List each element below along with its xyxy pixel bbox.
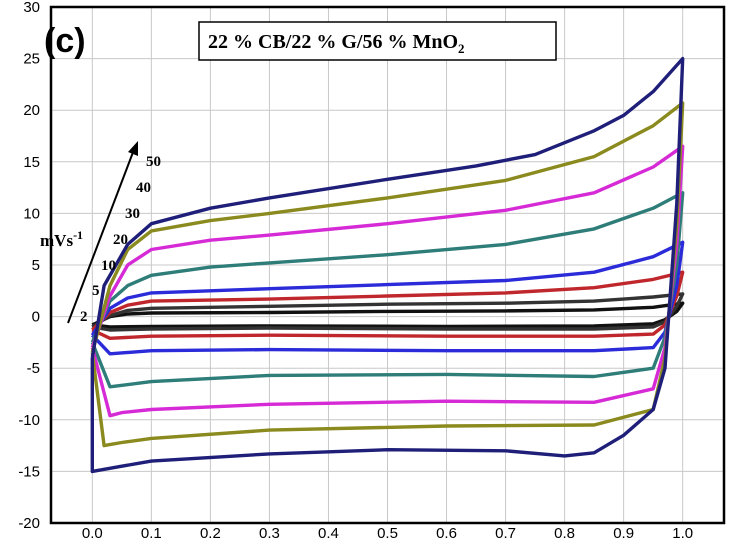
- x-tick-label: 0.1: [141, 525, 162, 542]
- scan-rate-label: 10: [101, 258, 116, 274]
- cv-curves: [90, 56, 685, 474]
- cv-curve-5: [91, 292, 685, 332]
- cv-curve-50: [90, 101, 685, 448]
- y-tick-label: 20: [23, 102, 40, 119]
- cv-curve-2: [91, 301, 685, 329]
- y-tick-label: 25: [23, 51, 40, 68]
- x-tick-label: 0.3: [259, 525, 280, 542]
- scan-rate-arrow: [67, 146, 136, 324]
- scan-rate-label: 50: [146, 154, 161, 170]
- y-tick-label: -20: [18, 515, 40, 532]
- y-tick-label: 15: [23, 154, 40, 171]
- cv-curve-20: [90, 240, 685, 356]
- x-tick-label: 0.9: [613, 525, 634, 542]
- x-tick-label: 0.0: [82, 525, 103, 542]
- title-box: [198, 21, 557, 61]
- scan-rate-label: 40: [136, 180, 151, 196]
- x-tick-label: 0.5: [377, 525, 398, 542]
- x-tick-labels: 0.0 0.1 0.2 0.3 0.4 0.5 0.6 0.7 0.8 0.9 1.0: [82, 525, 693, 542]
- x-tick-label: 0.8: [554, 525, 575, 542]
- scan-rate-unit: mVs-1: [40, 228, 83, 250]
- scan-rate-arrowhead: [128, 141, 138, 156]
- x-tick-label: 1.0: [672, 525, 693, 542]
- x-tick-label: 0.7: [495, 525, 516, 542]
- chart-title-main: 22 % CB/22 % G/56 % MnO: [208, 31, 458, 53]
- y-tick-label: 5: [32, 257, 40, 274]
- y-tick-label: 30: [23, 0, 40, 16]
- scan-rate-unit-main: mVs: [40, 231, 73, 250]
- x-tick-label: 0.2: [200, 525, 221, 542]
- x-tick-label: 0.4: [318, 525, 339, 542]
- cv-curve-30: [90, 191, 685, 389]
- chart-title-subscript: 2: [458, 41, 465, 56]
- scan-rate-label: 2: [80, 309, 88, 325]
- x-tick-label: 0.6: [436, 525, 457, 542]
- panel-label: (c): [44, 22, 86, 60]
- cv-curve-outer: [90, 56, 685, 474]
- scan-rate-unit-superscript: -1: [73, 228, 83, 242]
- y-tick-label: 0: [32, 309, 40, 326]
- cv-curve-10: [91, 270, 685, 340]
- chart-title: 22 % CB/22 % G/56 % MnO2: [208, 31, 465, 56]
- y-tick-labels: -20 -15 -10 -5 0 5 10 15 20 25 30: [18, 0, 40, 532]
- y-tick-label: -5: [27, 360, 40, 377]
- scan-rate-label: 30: [125, 206, 140, 222]
- scan-rate-label: 20: [113, 232, 128, 248]
- scan-rate-label: 5: [92, 283, 100, 299]
- y-tick-label: -10: [18, 412, 40, 429]
- cv-curve-40: [90, 144, 685, 418]
- plot-frame: [49, 5, 726, 525]
- y-tick-label: -15: [18, 463, 40, 480]
- y-tick-label: 10: [23, 205, 40, 222]
